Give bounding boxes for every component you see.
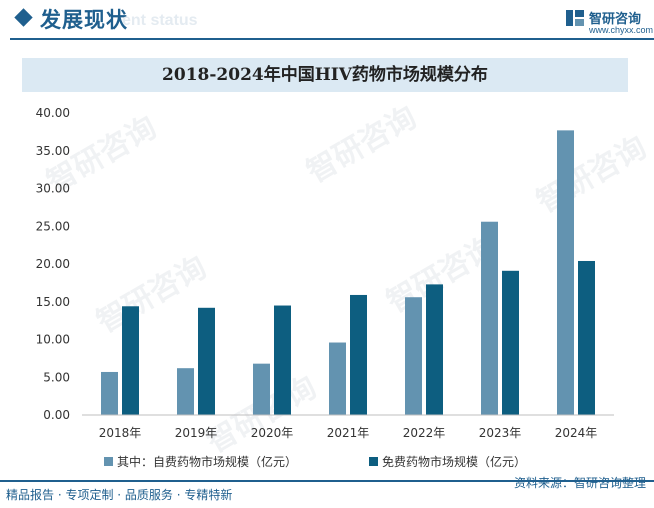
bar-free — [426, 284, 443, 415]
data-source: 资料来源：智研咨询整理 — [513, 476, 646, 490]
y-tick-label: 25.00 — [36, 219, 70, 233]
section-title: 发展现状 — [40, 8, 128, 32]
bar-self-pay — [253, 363, 270, 415]
y-tick-label: 10.00 — [36, 333, 70, 347]
y-tick-label: 30.00 — [36, 182, 70, 196]
x-tick-label: 2018年 — [99, 426, 142, 440]
footer-tagline: 精品报告 · 专项定制 · 品质服务 · 专精特新 — [6, 488, 233, 502]
page-footer: 精品报告 · 专项定制 · 品质服务 · 专精特新 — [0, 480, 654, 508]
x-tick-label: 2023年 — [479, 426, 522, 440]
x-axis: 2018年 2019年 2020年 2021年 2022年 2023年 2024年 — [82, 414, 614, 440]
bar-self-pay — [177, 368, 194, 415]
x-tick-label: 2024年 — [555, 426, 598, 440]
legend-label: 其中：自费药物市场规模（亿元） — [117, 454, 297, 469]
bar-free — [274, 305, 291, 415]
bar-free — [350, 294, 367, 415]
bars-group — [101, 130, 595, 416]
page-header: 发展现状 ent status — [0, 0, 654, 40]
bar-free — [198, 307, 215, 415]
bar-free — [578, 260, 595, 415]
header-rule — [10, 38, 654, 40]
legend-label: 免费药物市场规模（亿元） — [382, 454, 526, 469]
brand-name: 智研咨询 — [589, 12, 642, 27]
chart-title: 2018-2024年中国HIV药物市场规模分布 — [162, 65, 488, 85]
y-tick-label: 0.00 — [43, 408, 70, 422]
brand-logo: 智研咨询 www.chyxx.com — [565, 8, 654, 36]
bar-free — [502, 270, 519, 415]
bar-self-pay — [405, 297, 422, 415]
legend-swatch — [104, 457, 113, 466]
x-tick-label: 2020年 — [251, 426, 294, 440]
bar-self-pay — [557, 130, 574, 416]
bar-self-pay — [329, 342, 346, 415]
brand-logo-icon — [566, 10, 584, 26]
y-tick-label: 15.00 — [36, 295, 70, 309]
y-axis: 0.00 5.00 10.00 15.00 20.00 25.00 30.00 35.00 40… — [36, 106, 70, 422]
y-tick-label: 5.00 — [43, 370, 70, 384]
y-tick-label: 20.00 — [36, 257, 70, 271]
x-tick-label: 2019年 — [175, 426, 218, 440]
legend: 其中：自费药物市场规模（亿元） 免费药物市场规模（亿元） — [104, 454, 526, 469]
y-tick-label: 40.00 — [36, 106, 70, 120]
footer-rule — [0, 480, 654, 482]
section-ghost-subtitle: ent status — [122, 12, 198, 29]
x-tick-label: 2022年 — [403, 426, 446, 440]
bar-free — [122, 306, 139, 415]
legend-swatch — [369, 457, 378, 466]
bar-self-pay — [481, 221, 498, 415]
brand-url: www.chyxx.com — [589, 25, 654, 35]
x-tick-label: 2021年 — [327, 426, 370, 440]
y-tick-label: 35.00 — [36, 144, 70, 158]
chart-title-band: 2018-2024年中国HIV药物市场规模分布 — [22, 58, 628, 92]
bar-self-pay — [101, 371, 118, 415]
